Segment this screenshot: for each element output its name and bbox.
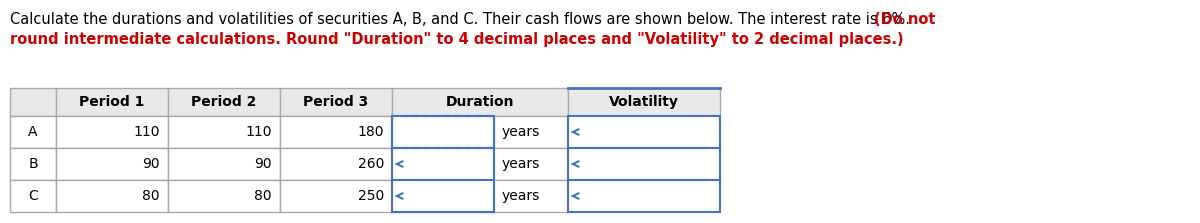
Text: 110: 110: [246, 125, 272, 139]
Bar: [392, 116, 568, 148]
Text: 80: 80: [254, 189, 272, 203]
Text: Period 3: Period 3: [304, 95, 368, 109]
Bar: [10, 88, 56, 116]
Bar: [168, 88, 280, 116]
Text: Duration: Duration: [445, 95, 515, 109]
Bar: [280, 116, 392, 148]
Bar: [10, 180, 56, 212]
Text: Period 2: Period 2: [191, 95, 257, 109]
Bar: [10, 116, 56, 148]
Bar: [568, 116, 720, 148]
Bar: [56, 116, 168, 148]
Bar: [280, 180, 392, 212]
Bar: [392, 116, 494, 148]
Bar: [10, 148, 56, 180]
Text: 80: 80: [143, 189, 160, 203]
Text: 180: 180: [358, 125, 384, 139]
Text: Calculate the durations and volatilities of securities A, B, and C. Their cash f: Calculate the durations and volatilities…: [10, 12, 914, 27]
Bar: [168, 116, 280, 148]
Bar: [392, 148, 568, 180]
Text: round intermediate calculations. Round "Duration" to 4 decimal places and "Volat: round intermediate calculations. Round "…: [10, 32, 904, 47]
Text: (Do not: (Do not: [874, 12, 936, 27]
Bar: [168, 148, 280, 180]
Bar: [568, 180, 720, 212]
Text: Volatility: Volatility: [610, 95, 679, 109]
Text: C: C: [28, 189, 38, 203]
Bar: [280, 88, 392, 116]
Bar: [56, 148, 168, 180]
Bar: [392, 148, 494, 180]
Bar: [568, 88, 720, 116]
Bar: [56, 88, 168, 116]
Bar: [392, 88, 568, 116]
Text: 90: 90: [254, 157, 272, 171]
Text: 260: 260: [358, 157, 384, 171]
Bar: [280, 148, 392, 180]
Text: B: B: [28, 157, 38, 171]
Text: years: years: [502, 157, 540, 171]
Bar: [568, 148, 720, 180]
Text: 110: 110: [133, 125, 160, 139]
Bar: [168, 180, 280, 212]
Bar: [56, 180, 168, 212]
Bar: [392, 180, 568, 212]
Text: 90: 90: [143, 157, 160, 171]
Text: years: years: [502, 189, 540, 203]
Text: 250: 250: [358, 189, 384, 203]
Bar: [392, 180, 494, 212]
Text: A: A: [29, 125, 37, 139]
Text: years: years: [502, 125, 540, 139]
Text: Period 1: Period 1: [79, 95, 145, 109]
